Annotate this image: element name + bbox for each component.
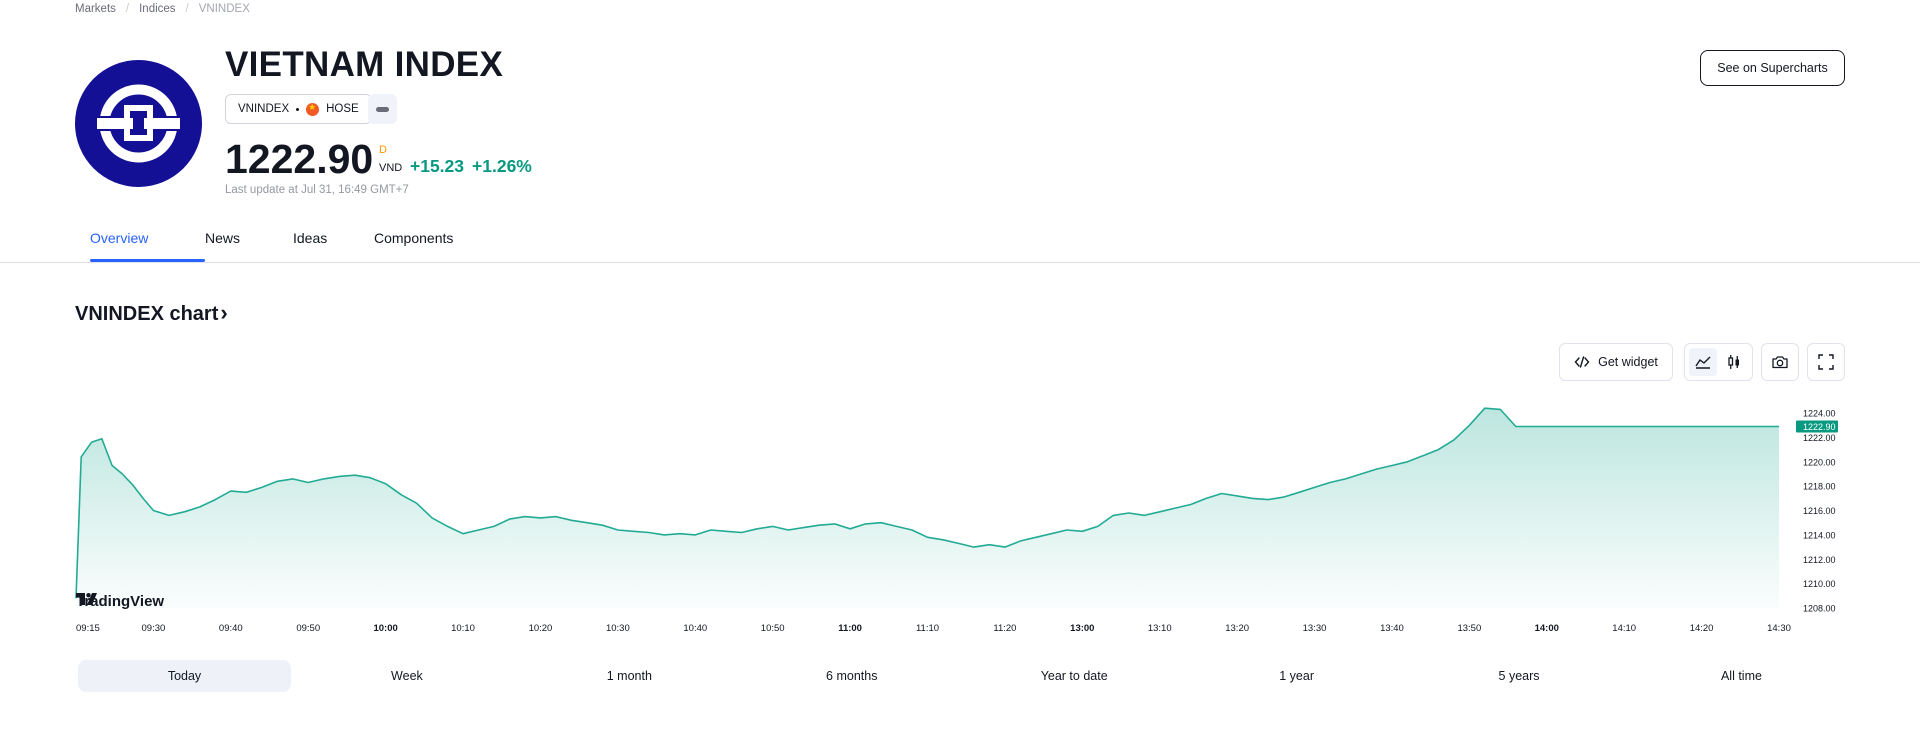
chart-heading-label: VNINDEX chart — [75, 303, 219, 325]
range-1-month-button[interactable]: 1 month — [606, 669, 652, 683]
x-axis-tick-label: 14:20 — [1690, 623, 1714, 634]
x-axis-tick-label: 11:10 — [916, 623, 939, 634]
breadcrumb-indices[interactable]: Indices — [139, 3, 176, 15]
exchange-label: HOSE — [326, 103, 359, 115]
get-widget-label: Get widget — [1598, 355, 1658, 369]
chart-heading[interactable]: VNINDEX chart› — [75, 300, 228, 326]
breadcrumb: Markets / Indices / VNINDEX — [75, 3, 250, 15]
tab-bar: Overview News Ideas Components — [90, 230, 484, 264]
price-chart[interactable]: 1224.00 1222.00 1220.00 1218.00 1216.00 1214.… — [0, 395, 1920, 645]
x-axis-tick-label: 13:00 — [1070, 623, 1094, 634]
tradingview-logo-icon — [76, 593, 97, 605]
x-axis-tick-label: 11:00 — [838, 623, 862, 634]
chevron-right-icon: › — [220, 300, 228, 325]
x-axis-tick-label: 09:50 — [296, 623, 320, 634]
page-title: VIETNAM INDEX — [225, 45, 504, 84]
x-axis-tick-label: 13:20 — [1225, 623, 1249, 634]
x-axis-tick-label: 09:40 — [219, 623, 243, 634]
time-range-selector: Today Week 1 month 6 months Year to date… — [78, 660, 1848, 692]
tab-components[interactable]: Components — [374, 230, 454, 246]
x-axis-tick-label: 14:00 — [1535, 623, 1559, 634]
tab-news[interactable]: News — [205, 230, 241, 246]
get-widget-button[interactable]: Get widget — [1559, 343, 1673, 381]
range-5-years-button[interactable]: 5 years — [1498, 669, 1540, 683]
y-axis-tick-label: 1210.00 — [1803, 579, 1836, 589]
x-axis-tick-label: 13:10 — [1148, 623, 1172, 634]
tab-ideas[interactable]: Ideas — [293, 230, 328, 246]
x-axis-tick-label: 10:30 — [606, 623, 630, 634]
y-axis-tick-label: 1216.00 — [1803, 506, 1836, 516]
y-axis-tick-label: 1212.00 — [1803, 555, 1836, 565]
last-update: Last update at Jul 31, 16:49 GMT+7 — [225, 184, 409, 196]
breadcrumb-markets[interactable]: Markets — [75, 3, 116, 15]
index-logo — [75, 60, 202, 187]
price-change: +15.23 +1.26% — [410, 156, 532, 177]
symbol-label: VNINDEX — [238, 103, 290, 115]
tabs-divider — [0, 262, 1920, 263]
x-axis-tick-label: 10:20 — [529, 623, 553, 634]
y-axis-tick-label: 1222.00 — [1803, 433, 1836, 443]
tab-overview[interactable]: Overview — [90, 230, 205, 264]
range-week-button[interactable]: Week — [391, 669, 423, 683]
candles-chart-button[interactable] — [1721, 348, 1749, 376]
last-price: 1222.90 — [225, 136, 374, 182]
snapshot-button[interactable] — [1761, 343, 1799, 381]
separator-dot — [296, 107, 300, 111]
more-options-button[interactable] — [368, 94, 397, 124]
range-today-button[interactable]: Today — [78, 660, 291, 692]
breadcrumb-separator: / — [185, 3, 189, 15]
y-axis-tick-label: 1208.00 — [1803, 604, 1836, 614]
candlestick-icon — [1728, 355, 1740, 369]
range-ytd-button[interactable]: Year to date — [1040, 669, 1108, 683]
price-area-fill — [76, 408, 1779, 608]
range-all-time-button[interactable]: All time — [1720, 669, 1762, 683]
range-6-months-button[interactable]: 6 months — [826, 669, 878, 683]
x-axis-tick-label: 09:15 — [76, 623, 100, 634]
breadcrumb-separator: / — [125, 3, 130, 15]
x-axis-tick-label: 09:30 — [142, 623, 166, 634]
x-axis-tick-label: 13:30 — [1303, 623, 1327, 634]
x-axis-tick-label: 13:40 — [1380, 623, 1404, 634]
vietnam-flag-icon — [306, 102, 320, 116]
area-chart-icon — [1695, 356, 1711, 369]
last-price-badge — [1796, 420, 1838, 433]
x-axis-tick-label: 14:10 — [1612, 623, 1636, 634]
change-value: +15.23 — [410, 156, 465, 176]
fullscreen-button[interactable] — [1807, 343, 1845, 381]
y-axis-tick-label: 1218.00 — [1803, 482, 1836, 492]
fullscreen-icon — [1818, 354, 1834, 370]
y-axis-tick-label: 1224.00 — [1803, 409, 1836, 419]
area-chart-button[interactable] — [1689, 348, 1717, 376]
symbol-chip[interactable]: VNINDEX HOSE — [225, 94, 372, 124]
x-axis-tick-label: 13:50 — [1457, 623, 1481, 634]
range-1-year-button[interactable]: 1 year — [1279, 669, 1314, 683]
y-axis-tick-label: 1220.00 — [1803, 457, 1836, 467]
vnindex-logo-icon — [97, 84, 180, 163]
x-axis-tick-label: 11:20 — [993, 623, 1016, 634]
x-axis-tick-label: 14:30 — [1767, 623, 1791, 634]
y-axis-tick-label: 1214.00 — [1803, 530, 1836, 540]
chart-type-switcher — [1684, 343, 1753, 381]
see-on-supercharts-button[interactable]: See on Supercharts — [1700, 50, 1845, 86]
x-axis-tick-label: 10:00 — [373, 623, 397, 634]
price-currency: VND — [379, 162, 403, 174]
last-price-badge-label: 1222.90 — [1803, 422, 1836, 432]
x-axis-tick-label: 10:10 — [451, 623, 475, 634]
tradingview-wordmark: TradingView — [76, 593, 165, 610]
price-chart-svg: 1224.00 1222.00 1220.00 1218.00 1216.00 1214.… — [75, 407, 1838, 634]
price-flag: D — [379, 144, 387, 156]
price-line — [75, 407, 1779, 599]
change-percent: +1.26% — [472, 156, 532, 176]
camera-icon — [1772, 356, 1788, 369]
x-axis-tick-label: 10:40 — [683, 623, 707, 634]
code-icon — [1574, 356, 1590, 368]
breadcrumb-current: VNINDEX — [198, 3, 250, 15]
x-axis-tick-label: 10:50 — [761, 623, 785, 634]
minus-icon — [376, 106, 389, 112]
tradingview-watermark: TradingView — [76, 593, 164, 610]
